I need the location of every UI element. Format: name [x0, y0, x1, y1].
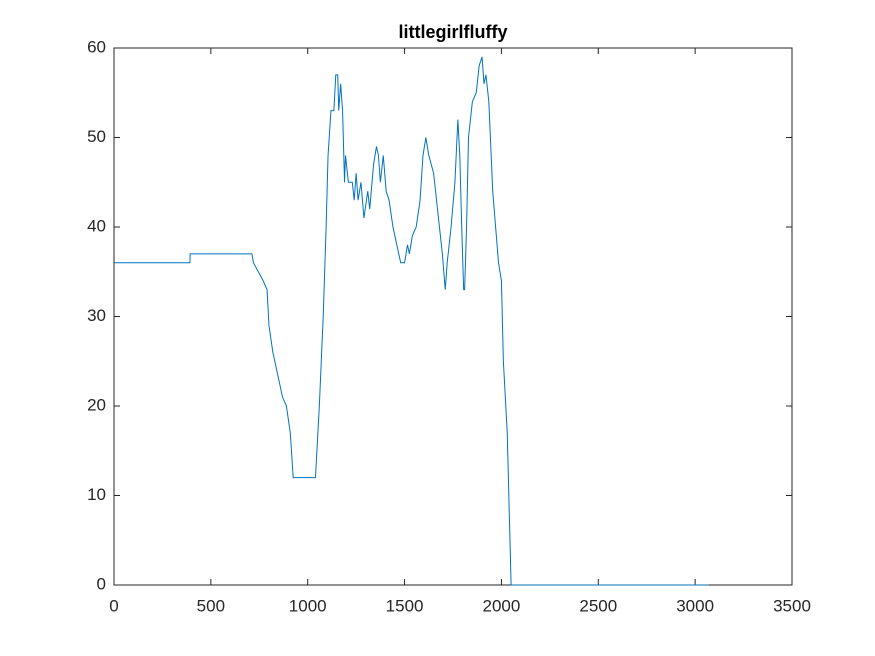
y-tick-label: 60 — [87, 37, 106, 56]
x-tick-label: 3500 — [773, 596, 811, 615]
x-tick-label: 1000 — [289, 596, 327, 615]
y-tick-label: 20 — [87, 395, 106, 414]
y-tick-label: 50 — [87, 127, 106, 146]
y-tick-label: 10 — [87, 485, 106, 504]
x-tick-label: 2000 — [483, 596, 521, 615]
x-tick-label: 2500 — [579, 596, 617, 615]
x-tick-label: 1500 — [386, 596, 424, 615]
y-tick-label: 40 — [87, 216, 106, 235]
data-line — [114, 56, 709, 586]
y-tick-label: 30 — [87, 306, 106, 325]
y-tick-label: 0 — [97, 574, 106, 593]
x-tick-label: 0 — [109, 596, 118, 615]
chart-title: littlegirlfluffy — [399, 22, 508, 42]
plot-area — [113, 47, 793, 586]
x-tick-label: 500 — [197, 596, 225, 615]
x-tick-label: 3000 — [676, 596, 714, 615]
